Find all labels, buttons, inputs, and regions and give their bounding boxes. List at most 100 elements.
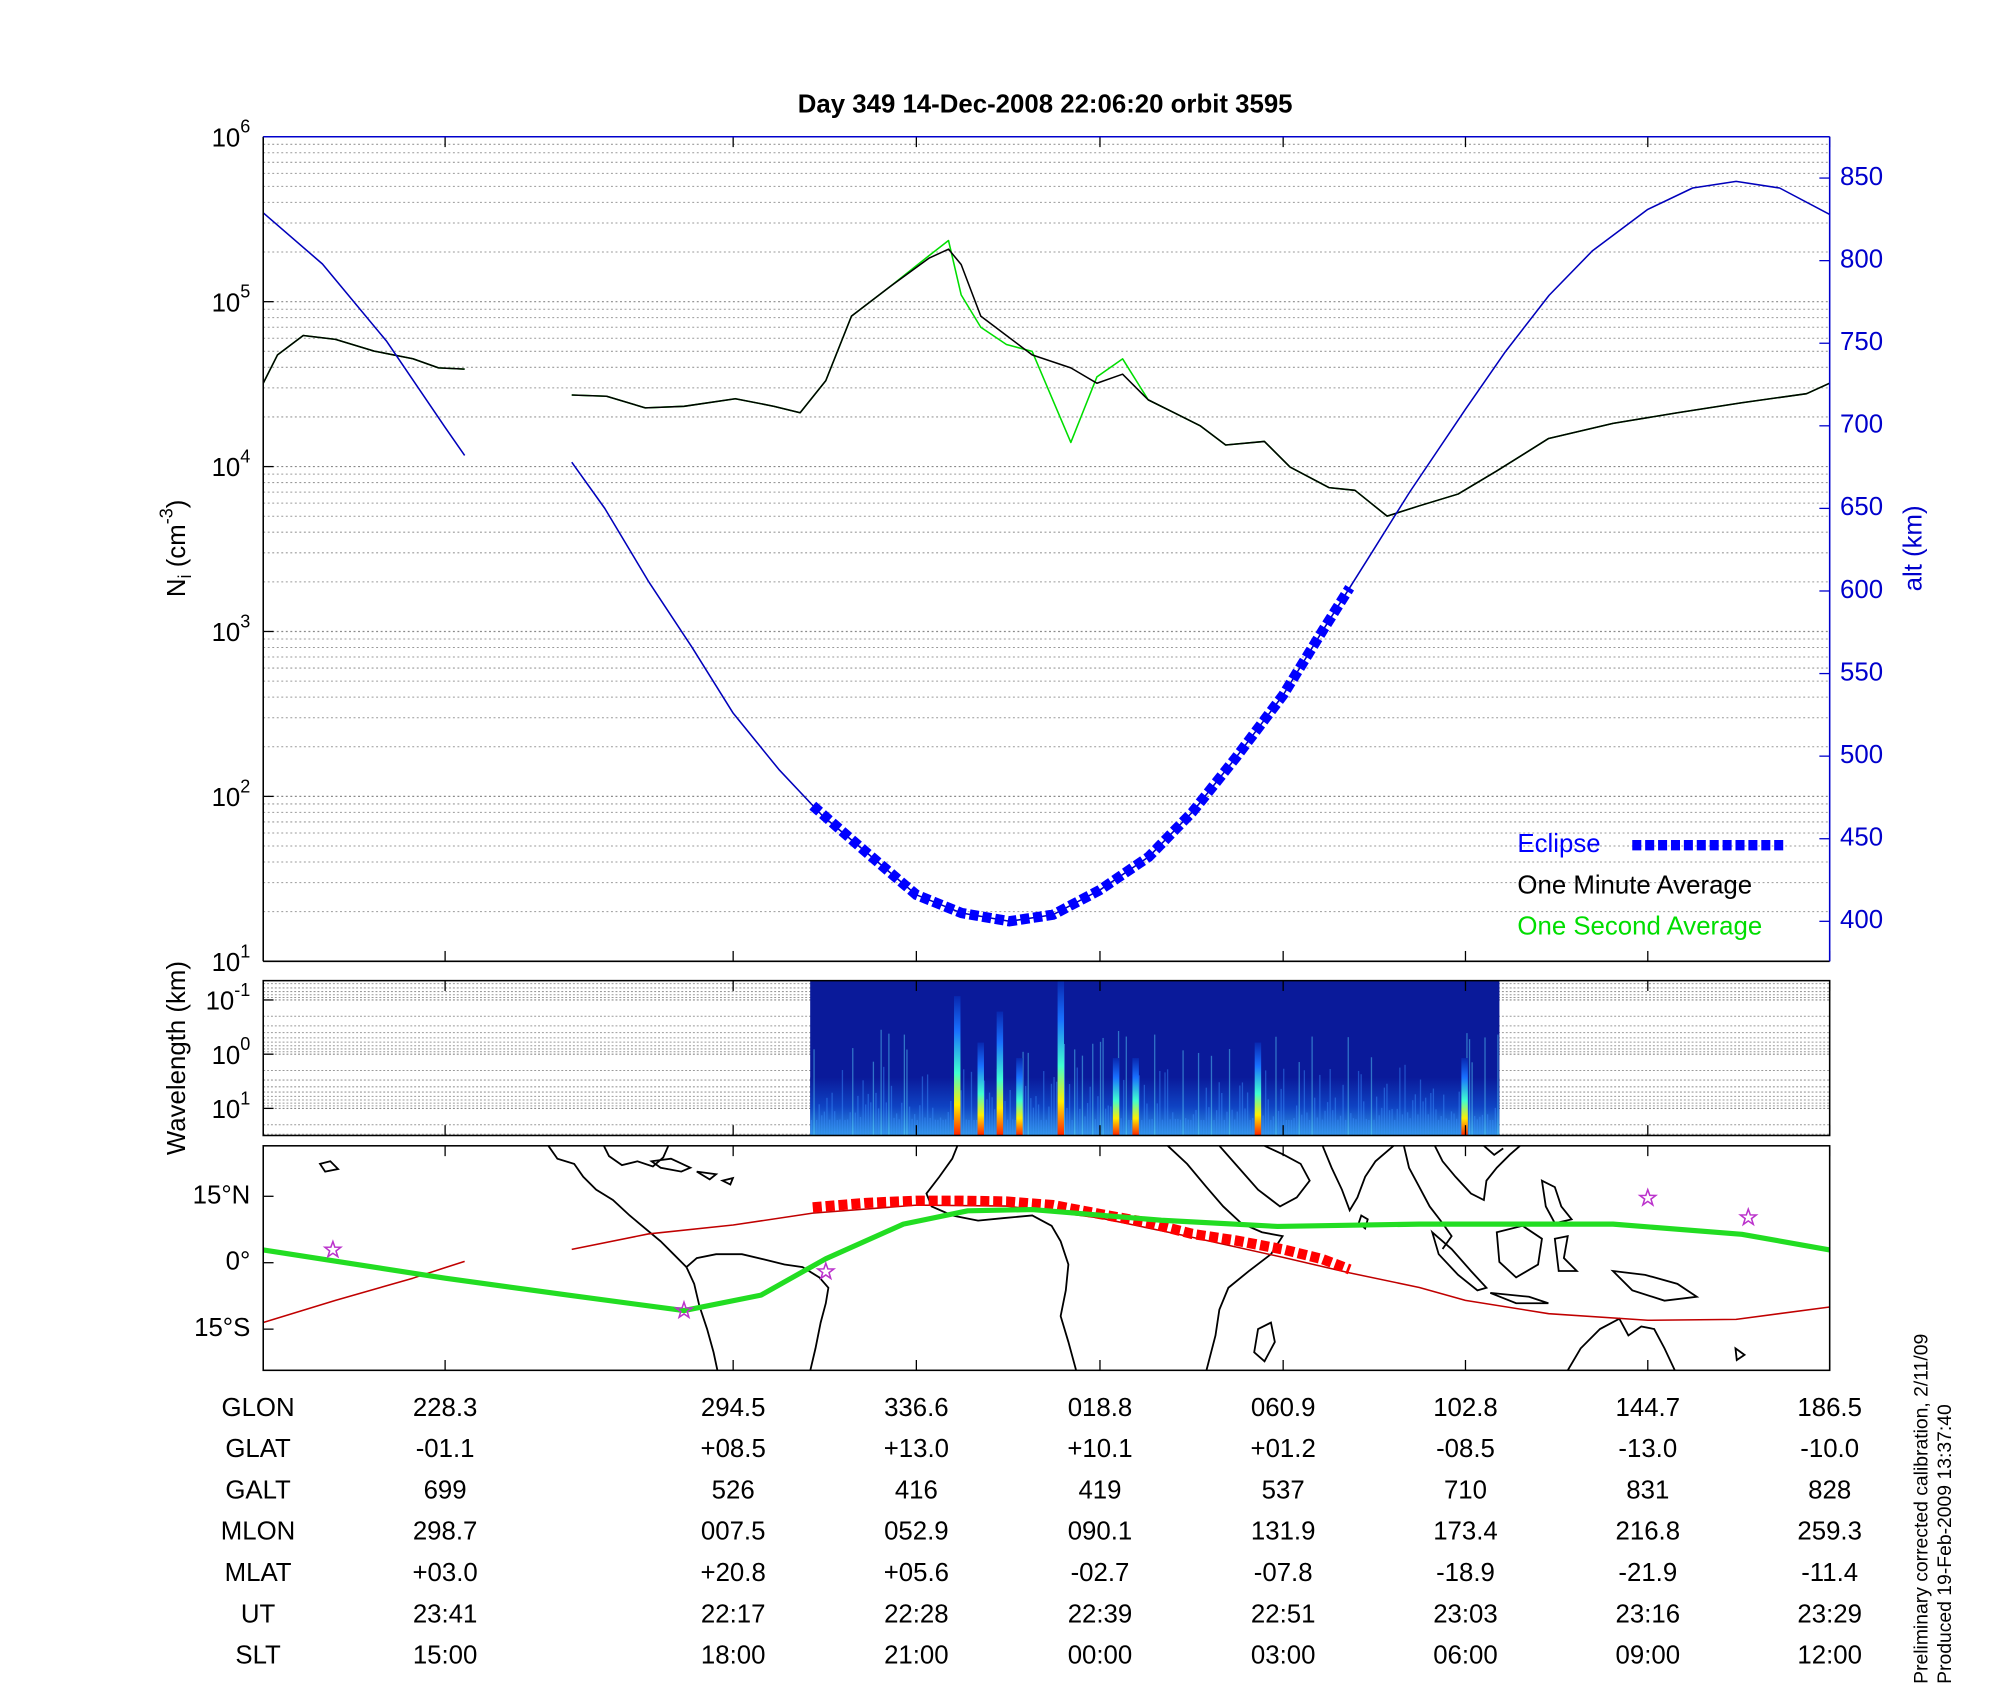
data-line: [262, 248, 1830, 517]
table-row-label: UT: [241, 1600, 276, 1628]
table-row-label: GLON: [222, 1394, 295, 1422]
table-cell: 03:00: [1251, 1642, 1316, 1670]
table-cell: 21:00: [884, 1642, 949, 1670]
y2-tick-label: 400: [1840, 906, 1883, 934]
note: Produced 19-Feb-2009 13:37:40: [1934, 1404, 1956, 1684]
y-tick-label-sup: 2: [240, 776, 250, 796]
station-marker: [1738, 1206, 1759, 1227]
y-tick-label-base: 10: [212, 949, 241, 977]
table-cell: 216.8: [1616, 1518, 1681, 1546]
table-cell: -01.1: [416, 1435, 475, 1463]
table-cell: 228.3: [413, 1394, 478, 1422]
y-tick-label-sup: 4: [240, 446, 250, 466]
table-cell: +20.8: [701, 1559, 766, 1587]
table-cell: 336.6: [884, 1394, 949, 1422]
track-line: [262, 1206, 1831, 1314]
y-tick-label: 106: [212, 117, 251, 153]
table-cell: 416: [895, 1476, 938, 1504]
table-cell: -11.4: [1801, 1559, 1858, 1587]
table-cell: 537: [1262, 1476, 1305, 1504]
table-cell: 15:00: [413, 1642, 478, 1670]
spectrogram-burst: [977, 1042, 984, 1136]
y-tick-label-base: 10: [212, 619, 241, 647]
table-cell: 294.5: [701, 1394, 766, 1422]
table-cell: 007.5: [701, 1518, 766, 1546]
y-tick-label: 101: [212, 1088, 251, 1124]
y-tick-label: 103: [212, 611, 251, 647]
table-cell: 18:00: [701, 1642, 766, 1670]
spectrogram-burst: [1132, 1058, 1139, 1136]
y-tick-label-sup: -1: [234, 980, 250, 1000]
y-tick-label: 10-1: [206, 980, 251, 1016]
table-cell: 186.5: [1797, 1394, 1862, 1422]
y2-tick-label: 850: [1840, 163, 1883, 191]
y2-tick-label: 600: [1840, 576, 1883, 604]
y-tick-label: 105: [212, 281, 251, 317]
spectrogram-burst: [954, 996, 961, 1136]
table-cell: 00:00: [1068, 1642, 1133, 1670]
table-row-label: MLAT: [225, 1559, 292, 1587]
spectrogram-burst: [1461, 1058, 1468, 1136]
table-cell: +03.0: [412, 1559, 477, 1587]
table-cell: -08.5: [1436, 1435, 1495, 1463]
table-cell: 018.8: [1068, 1394, 1133, 1422]
station-marker: [673, 1299, 695, 1320]
note: Preliminary corrected calibration, 2/11/…: [1911, 1334, 1933, 1684]
y2-tick-label: 650: [1840, 493, 1883, 521]
spectrogram-burst: [1254, 1042, 1262, 1136]
table-cell: 22:51: [1251, 1600, 1316, 1628]
table-cell: +01.2: [1251, 1435, 1316, 1463]
y-tick-label-base: 10: [212, 454, 241, 482]
table-cell: 298.7: [413, 1518, 478, 1546]
panel-frame: [262, 979, 1831, 1137]
y-tick-label-base: 10: [206, 987, 235, 1015]
table-row-label: GLAT: [225, 1435, 291, 1463]
station-marker: [322, 1239, 343, 1259]
y-label-part: N: [163, 578, 191, 597]
table-cell: -21.9: [1618, 1559, 1677, 1587]
table-cell: 419: [1078, 1476, 1121, 1504]
station-marker: [1637, 1187, 1658, 1207]
table-cell: 828: [1808, 1476, 1851, 1504]
table-cell: 131.9: [1251, 1518, 1316, 1546]
coastlines: [318, 1145, 1747, 1371]
table-cell: 12:00: [1797, 1642, 1862, 1670]
y2-tick-label: 450: [1840, 824, 1883, 852]
table-cell: 102.8: [1433, 1394, 1498, 1422]
panel-frame: [262, 1145, 1831, 1372]
y-tick-label-base: 10: [212, 289, 241, 317]
y-label-sub: i: [175, 574, 195, 578]
y-tick-label-base: 0°: [226, 1248, 251, 1276]
y-tick-label: 15°S: [194, 1314, 250, 1342]
y-tick-label-sup: 0: [240, 1034, 250, 1054]
table-row-label: MLON: [221, 1518, 296, 1546]
y-tick-label-base: 10: [212, 1042, 241, 1070]
table-cell: +13.0: [884, 1435, 949, 1463]
table-cell: 259.3: [1797, 1518, 1862, 1546]
y2-tick-label: 800: [1840, 245, 1883, 273]
track-line: [262, 1204, 1830, 1324]
y-tick-label: 104: [212, 446, 251, 482]
y-label-part: ): [163, 500, 191, 509]
table-cell: +05.6: [884, 1559, 949, 1587]
y-label-sup: -3: [157, 508, 177, 524]
y2-tick-label: 550: [1840, 658, 1883, 686]
table-cell: 090.1: [1068, 1518, 1133, 1546]
table-cell: 060.9: [1251, 1394, 1316, 1422]
y-tick-label: 100: [212, 1034, 251, 1070]
table-cell: 173.4: [1433, 1518, 1498, 1546]
table-row-label: SLT: [235, 1642, 281, 1670]
spectrogram-burst: [1016, 1058, 1023, 1136]
station-marker: [815, 1260, 837, 1281]
y-tick-label: 0°: [226, 1248, 251, 1276]
table-cell: 22:17: [701, 1600, 766, 1628]
y-tick-label-base: 15°N: [193, 1181, 251, 1209]
legend-label: One Minute Average: [1517, 871, 1752, 899]
table-cell: +10.1: [1067, 1435, 1132, 1463]
spectrogram-y-label: Wavelength (km): [163, 961, 191, 1155]
table-cell: +08.5: [701, 1435, 766, 1463]
table-cell: -10.0: [1800, 1435, 1859, 1463]
y-axis-label: Ni (cm-3): [157, 500, 195, 597]
table-cell: -02.7: [1071, 1559, 1130, 1587]
spectrogram-base: [810, 1077, 1500, 1136]
